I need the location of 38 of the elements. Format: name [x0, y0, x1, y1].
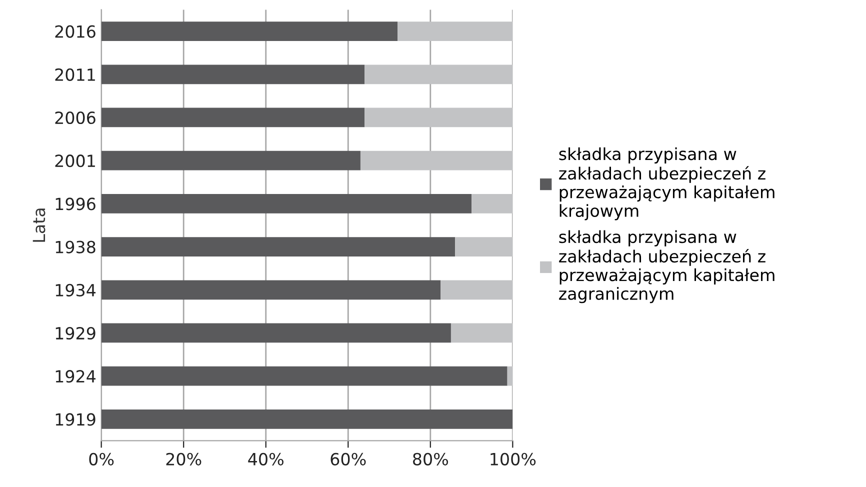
bar — [472, 194, 513, 214]
bar — [440, 280, 513, 300]
x-tick-label: 20% — [166, 452, 202, 466]
bar — [101, 108, 365, 128]
x-tick-label: 100% — [490, 452, 536, 466]
x-tick-label: 0% — [89, 452, 114, 466]
y-tick-label: 2001 — [55, 154, 95, 168]
bar — [101, 280, 441, 300]
y-tick-label: 1929 — [56, 326, 96, 340]
y-tick-label: 2016 — [55, 25, 96, 38]
bar — [397, 22, 513, 41]
x-tick-label: 40% — [248, 452, 284, 466]
y-tick-label: 1938 — [56, 240, 96, 254]
bar — [450, 323, 513, 343]
y-axis-title: Lata — [32, 208, 46, 242]
bar — [101, 366, 508, 386]
y-tick-label: 1996 — [56, 198, 96, 210]
legend-label: składka przypisana w zakładach ubezpieczeń z przeważającym kapitałem zagranicznym — [559, 230, 774, 304]
bar — [455, 237, 513, 256]
bar — [101, 409, 513, 429]
x-tick-label: 60% — [330, 452, 366, 466]
bar — [101, 22, 398, 41]
bar — [101, 64, 365, 84]
legend-label: składka przypisana w zakładach ubezpieczeń z przeważającym kapitałem krajowym — [559, 147, 774, 220]
bar — [364, 64, 513, 84]
y-tick-label: 2011 — [55, 68, 95, 81]
y-tick-label: 2006 — [55, 111, 96, 124]
x-tick-label: 80% — [413, 452, 448, 466]
bar — [364, 108, 513, 128]
bar — [101, 150, 360, 170]
bar — [101, 323, 451, 343]
bar — [360, 150, 513, 170]
y-tick-label: 1919 — [56, 413, 96, 426]
y-tick-label: 1924 — [56, 370, 96, 383]
bar — [101, 237, 456, 256]
y-tick-label: 1934 — [56, 284, 96, 296]
bar — [101, 194, 472, 214]
bar — [507, 366, 513, 386]
